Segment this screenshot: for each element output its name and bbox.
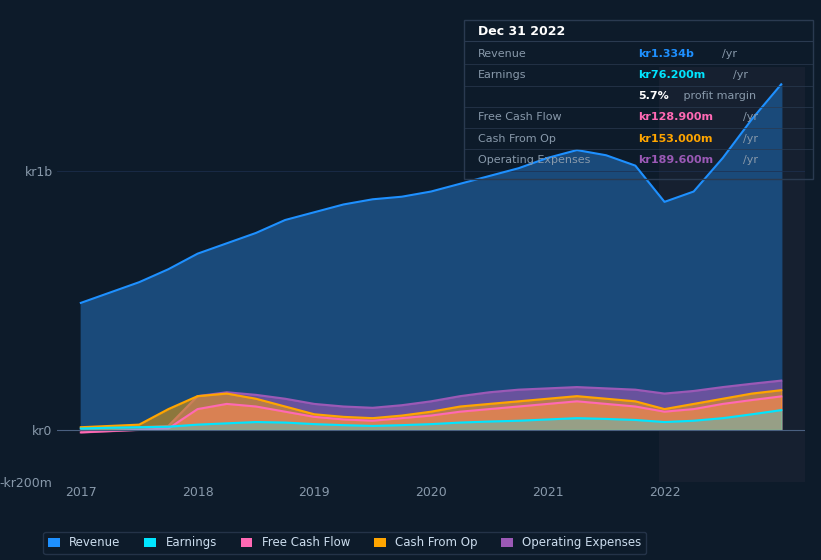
Text: kr1.334b: kr1.334b [639, 49, 695, 59]
Text: kr128.900m: kr128.900m [639, 113, 713, 123]
Text: /yr: /yr [743, 155, 758, 165]
Text: /yr: /yr [743, 113, 758, 123]
Text: Dec 31 2022: Dec 31 2022 [478, 25, 565, 38]
Text: /yr: /yr [743, 134, 758, 144]
Text: Free Cash Flow: Free Cash Flow [478, 113, 562, 123]
Text: 5.7%: 5.7% [639, 91, 669, 101]
Text: kr76.200m: kr76.200m [639, 70, 705, 80]
Bar [658, 67, 805, 482]
Text: profit margin: profit margin [680, 91, 756, 101]
Text: kr153.000m: kr153.000m [639, 134, 713, 144]
Legend: Revenue, Earnings, Free Cash Flow, Cash From Op, Operating Expenses: Revenue, Earnings, Free Cash Flow, Cash … [44, 531, 646, 554]
Text: Earnings: Earnings [478, 70, 526, 80]
Text: Operating Expenses: Operating Expenses [478, 155, 590, 165]
Text: Cash From Op: Cash From Op [478, 134, 556, 144]
Text: kr189.600m: kr189.600m [639, 155, 713, 165]
Text: /yr: /yr [722, 49, 737, 59]
Text: /yr: /yr [732, 70, 748, 80]
Text: Revenue: Revenue [478, 49, 526, 59]
